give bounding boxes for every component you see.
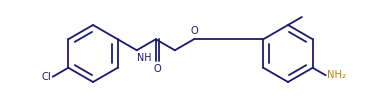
Text: O: O bbox=[190, 26, 198, 36]
Text: Cl: Cl bbox=[41, 72, 51, 82]
Text: NH₂: NH₂ bbox=[327, 70, 346, 80]
Text: O: O bbox=[153, 64, 161, 74]
Text: NH: NH bbox=[137, 53, 152, 63]
